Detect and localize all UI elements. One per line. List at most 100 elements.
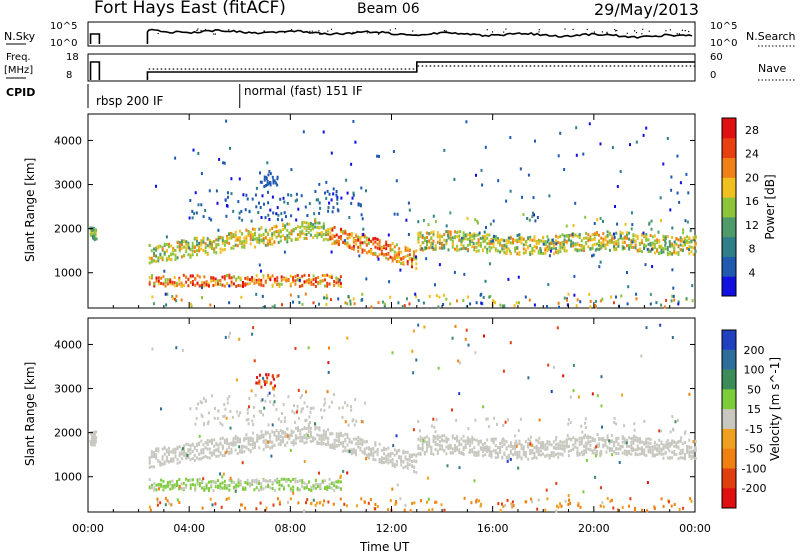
vel-cell <box>613 443 616 446</box>
vel-cell <box>595 449 598 453</box>
vel-cell <box>166 499 169 503</box>
power-cell <box>314 233 317 237</box>
vel-cell <box>274 384 276 388</box>
power-cell <box>572 235 575 239</box>
vel-cell <box>529 439 532 443</box>
vel-cell <box>636 444 639 448</box>
vel-cell <box>200 401 203 405</box>
vel-cell <box>328 346 330 350</box>
power-cell <box>165 249 168 253</box>
vel-cell <box>235 378 238 382</box>
power-cell <box>352 120 355 123</box>
power-cell <box>489 222 492 226</box>
power-cell <box>494 235 497 239</box>
vel-cell <box>223 453 226 457</box>
vel-cell <box>426 449 428 453</box>
power-cell <box>312 278 315 281</box>
vel-cell <box>221 423 224 427</box>
power-cell <box>567 292 570 296</box>
vel-cell <box>258 488 260 492</box>
vel-cell <box>262 376 265 380</box>
vel-cell <box>157 459 160 463</box>
vel-cell <box>610 440 613 444</box>
nsky-dot <box>665 30 667 32</box>
vel-cell <box>441 447 444 451</box>
vel-cell <box>626 444 628 448</box>
vel-cell <box>647 450 650 454</box>
nsky-dot <box>564 28 566 30</box>
power-cell <box>286 222 289 226</box>
vel-cell <box>254 445 256 449</box>
power-cell <box>263 185 266 188</box>
vel-cell <box>322 432 325 436</box>
power-cell <box>537 239 540 243</box>
power-cell <box>332 192 335 196</box>
power-cell <box>546 240 549 244</box>
power-cell <box>357 203 360 207</box>
power-cell <box>580 244 583 247</box>
power-cell <box>421 236 424 240</box>
velocity-colorbar-segment <box>722 389 736 410</box>
power-cell <box>269 239 272 243</box>
vel-cell <box>198 457 201 461</box>
vel-cell <box>269 486 272 490</box>
vel-cell <box>668 449 671 453</box>
power-cell <box>443 243 446 247</box>
power-cell <box>266 179 269 183</box>
vel-cell <box>262 479 265 482</box>
power-cell <box>244 282 247 286</box>
vel-cell <box>153 465 155 469</box>
power-cell <box>232 233 235 237</box>
vel-cell <box>411 349 414 353</box>
vel-cell <box>520 457 523 461</box>
vel-cell <box>580 436 583 440</box>
vel-cell <box>297 428 299 431</box>
vel-cell <box>647 445 650 449</box>
power-cell <box>668 250 671 254</box>
power-cell <box>254 245 256 249</box>
vel-cell <box>585 445 588 449</box>
vel-cell <box>527 444 530 448</box>
vel-cell <box>643 420 646 423</box>
power-cell <box>415 255 417 259</box>
power-cell <box>92 235 94 239</box>
power-cell <box>322 226 325 230</box>
power-cell <box>325 180 328 184</box>
power-cell <box>392 150 395 153</box>
vel-cell <box>294 426 297 430</box>
power-cell <box>393 254 396 258</box>
power-cell <box>314 285 317 288</box>
vel-cell <box>535 444 538 448</box>
vel-cell <box>314 486 317 490</box>
vel-cell <box>583 444 585 448</box>
vel-cell <box>223 438 226 442</box>
power-cell <box>441 243 444 247</box>
vel-cell <box>531 457 534 461</box>
power-cell <box>606 240 609 244</box>
vel-cell <box>151 347 154 351</box>
power-cell <box>171 295 174 299</box>
power-cell <box>490 246 493 250</box>
vel-cell <box>320 440 323 444</box>
vel-cell <box>280 477 283 481</box>
power-cell <box>327 228 330 231</box>
vel-cell <box>265 373 268 377</box>
power-cell <box>471 238 474 242</box>
power-cell <box>245 228 248 232</box>
power-cell <box>547 238 550 242</box>
power-cell <box>430 237 433 241</box>
vel-cell <box>281 431 283 435</box>
vel-cell <box>380 459 383 463</box>
power-cell <box>404 255 407 259</box>
vel-cell <box>438 444 441 447</box>
power-cell <box>330 198 333 202</box>
vel-cell <box>258 479 260 483</box>
vel-cell <box>319 500 322 504</box>
power-cell <box>159 256 162 260</box>
power-cell <box>288 236 291 240</box>
power-cell <box>187 277 190 281</box>
power-cell <box>673 250 676 254</box>
power-cell <box>155 254 158 258</box>
vel-cell <box>155 453 158 457</box>
vel-cell <box>609 447 611 451</box>
